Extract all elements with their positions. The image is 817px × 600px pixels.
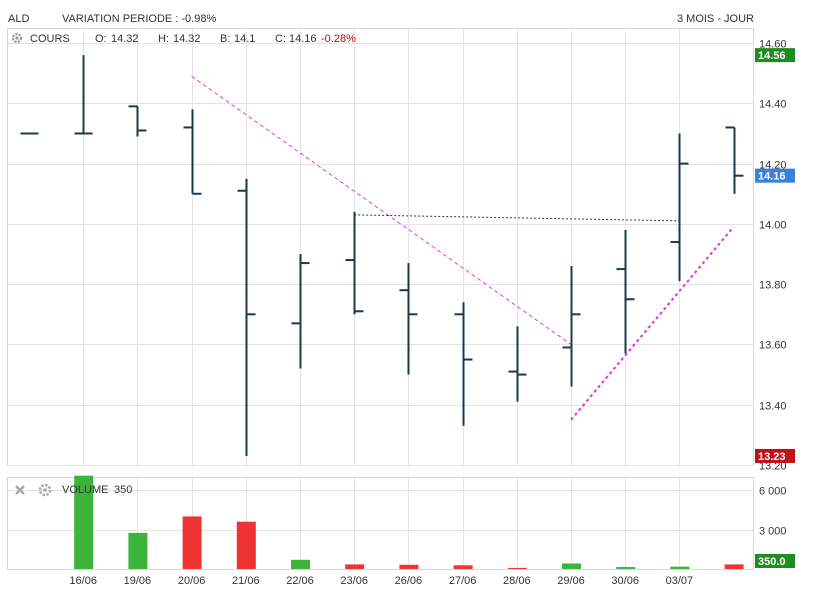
ohlc-bar-22/06[interactable]	[291, 254, 310, 369]
ohlc-bar-26/06[interactable]	[399, 263, 418, 375]
ohlc-bar-03/07[interactable]	[670, 133, 689, 282]
x-tick-label: 20/06	[178, 575, 206, 587]
price-ytick-label: 14.40	[759, 99, 787, 111]
x-tick-label: 23/06	[340, 575, 368, 587]
volume-bar-23/06[interactable]	[345, 564, 365, 569]
volume-badge-label: 350.0	[758, 556, 786, 568]
open-key: O:	[95, 33, 107, 45]
ohlc-bar-27/06[interactable]	[454, 302, 473, 426]
price-annotations	[191, 75, 735, 421]
volume-label: VOLUME	[62, 484, 108, 496]
ohlc-bar-23/06[interactable]	[345, 211, 364, 315]
x-tick-label: 28/06	[503, 575, 531, 587]
x-tick-label: 26/06	[395, 575, 423, 587]
price-badges: 14.56 14.16 13.23	[755, 48, 795, 463]
volume-bar-04/07[interactable]	[724, 564, 744, 569]
volume-badge: 350.0	[755, 554, 795, 568]
trendline-2	[570, 226, 735, 421]
volume-bar-30/06[interactable]	[616, 567, 636, 569]
close-value: 14.16	[289, 33, 317, 45]
volume-ytick-label: 3 000	[759, 526, 787, 538]
symbol-label: ALD	[8, 13, 29, 25]
close-icon[interactable]	[15, 485, 25, 495]
price-badge-label: 14.56	[758, 50, 786, 62]
gear-icon[interactable]	[11, 32, 23, 44]
volume-bar-28/06[interactable]	[507, 567, 527, 569]
ohlc-bar-30/06[interactable]	[616, 229, 635, 354]
high-key: H:	[158, 33, 169, 45]
volume-badges: 350.0	[755, 554, 795, 568]
price-ytick-label: 14.00	[759, 220, 787, 232]
period-label[interactable]: 3 MOIS - JOUR	[677, 13, 754, 25]
price-ytick-label: 13.20	[759, 461, 787, 473]
ohlc-bar-04/07[interactable]	[725, 126, 744, 194]
cours-label: COURS	[30, 33, 70, 45]
volume-ytick-label: 6 000	[759, 486, 787, 498]
price-y-axis: 13.20 13.40 13.60 13.80 14.00 14.20 14.40 14.60	[759, 39, 787, 473]
price-badge-2: 13.23	[755, 448, 795, 463]
price-bars	[20, 55, 744, 456]
ohlc-bar-20/06[interactable]	[183, 109, 202, 195]
volume-bars	[74, 475, 744, 569]
gear-icon[interactable]	[38, 483, 52, 497]
x-axis: 16/06 19/06 20/06 21/06 22/06 23/06 26/06 27/06…	[69, 575, 693, 587]
ohlc-bar-29/06[interactable]	[562, 266, 581, 387]
price-badge-label: 14.16	[758, 171, 786, 183]
low-value: 14.1	[234, 33, 255, 45]
variation-label: VARIATION PERIODE : -0.98%	[62, 13, 216, 25]
x-tick-label: 19/06	[124, 575, 152, 587]
ohlc-bar-16/06[interactable]	[74, 55, 93, 135]
low-key: B:	[220, 33, 230, 45]
close-key: C:	[275, 33, 286, 45]
volume-bar-19/06[interactable]	[128, 532, 148, 569]
volume-bar-16/06[interactable]	[74, 475, 94, 569]
volume-bar-26/06[interactable]	[399, 564, 419, 569]
volume-bar-21/06[interactable]	[236, 521, 256, 569]
volume-bar-03/07[interactable]	[670, 566, 690, 569]
price-ytick-label: 14.60	[759, 39, 787, 51]
x-tick-label: 03/07	[666, 575, 694, 587]
open-value: 14.32	[111, 33, 139, 45]
x-tick-label: 30/06	[611, 575, 639, 587]
volume-value: 350	[114, 484, 132, 496]
x-tick-label: 21/06	[232, 575, 260, 587]
change-value: -0.28%	[321, 33, 356, 45]
ohlc-bar-21/06[interactable]	[237, 178, 256, 456]
x-tick-label: 29/06	[557, 575, 585, 587]
price-badge-0: 14.56	[755, 48, 795, 63]
price-panel	[7, 28, 754, 466]
price-badge-label: 13.23	[758, 451, 786, 463]
x-tick-label: 27/06	[449, 575, 477, 587]
x-tick-label: 22/06	[286, 575, 314, 587]
volume-y-axis: 3 000 6 000	[759, 486, 787, 538]
price-ytick-label: 13.40	[759, 401, 787, 413]
volume-bar-20/06[interactable]	[182, 516, 202, 569]
price-ytick-label: 14.20	[759, 160, 787, 172]
ohlc-bar-28/06[interactable]	[508, 326, 527, 402]
price-ytick-label: 13.80	[759, 280, 787, 292]
volume-bar-22/06[interactable]	[291, 559, 310, 569]
trendline-0	[191, 75, 572, 345]
volume-bar-29/06[interactable]	[562, 563, 581, 569]
volume-bar-27/06[interactable]	[453, 565, 473, 569]
price-ytick-label: 13.60	[759, 340, 787, 352]
price-badge-1: 14.16	[755, 168, 795, 183]
x-tick-label: 16/06	[69, 575, 97, 587]
price-grid	[8, 29, 753, 466]
ohlc-bar-19/06[interactable]	[128, 105, 147, 137]
high-value: 14.32	[173, 33, 201, 45]
